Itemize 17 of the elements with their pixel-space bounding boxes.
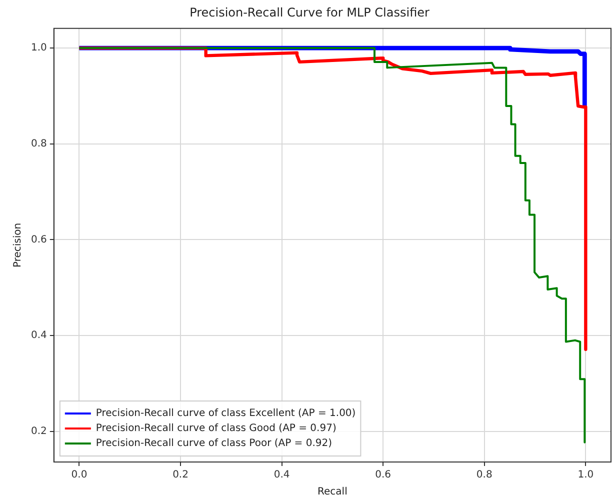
y-tick-label: 1.0 <box>30 42 47 54</box>
x-axis-title: Recall <box>318 486 348 498</box>
legend-label: Precision-Recall curve of class Poor (AP = 0.92) <box>96 438 332 450</box>
legend-label: Precision-Recall curve of class Good (AP = 0.97) <box>96 423 336 434</box>
x-tick-label: 0.0 <box>71 470 88 481</box>
y-tick-label: 0.8 <box>30 138 47 150</box>
x-tick-label: 0.4 <box>274 470 290 481</box>
legend-label: Precision-Recall curve of class Excellent (AP = 1.00) <box>96 408 356 420</box>
y-tick-label: 0.4 <box>30 330 47 342</box>
x-tick-label: 1.0 <box>578 470 594 481</box>
x-tick-label: 0.8 <box>476 470 492 481</box>
y-axis-title: Precision <box>12 222 24 268</box>
y-tick-label: 0.2 <box>30 426 47 437</box>
x-tick-label: 0.2 <box>172 470 188 481</box>
y-tick-label: 0.6 <box>30 234 47 246</box>
chart-title: Precision-Recall Curve for MLP Classifier <box>190 5 430 20</box>
x-tick-label: 0.6 <box>375 470 392 481</box>
